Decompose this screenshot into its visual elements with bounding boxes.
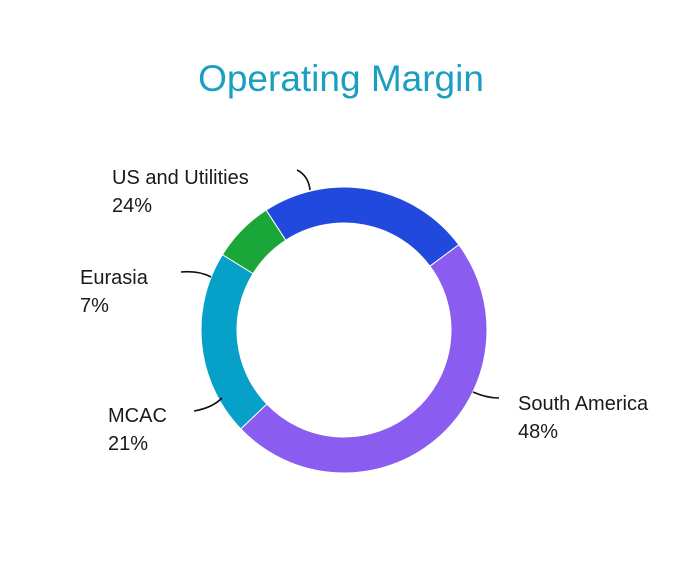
donut-slices (200, 186, 488, 474)
slice-value-label: 24% (112, 195, 152, 217)
slice-value-label: 7% (80, 295, 109, 317)
donut-slice-mcac (200, 253, 268, 430)
slice-name-label: US and Utilities (112, 167, 249, 189)
leader-line (472, 391, 500, 399)
leader-line (193, 397, 223, 412)
donut-slice-us-and-utilities (265, 186, 460, 267)
slice-value-label: 21% (108, 433, 148, 455)
chart-title: Operating Margin (198, 58, 484, 99)
slice-name-label: MCAC (108, 405, 167, 427)
donut-slice-south-america (240, 244, 488, 474)
slice-value-label: 48% (518, 421, 558, 443)
slice-name-label: Eurasia (80, 267, 149, 289)
leader-lines (180, 169, 500, 412)
slice-name-label: South America (518, 393, 649, 415)
leader-line (180, 270, 212, 278)
leader-line (296, 169, 311, 191)
donut-slice-eurasia (221, 209, 287, 275)
slice-labels: US and Utilities 24% South America 48% MCAC 2… (80, 167, 649, 455)
